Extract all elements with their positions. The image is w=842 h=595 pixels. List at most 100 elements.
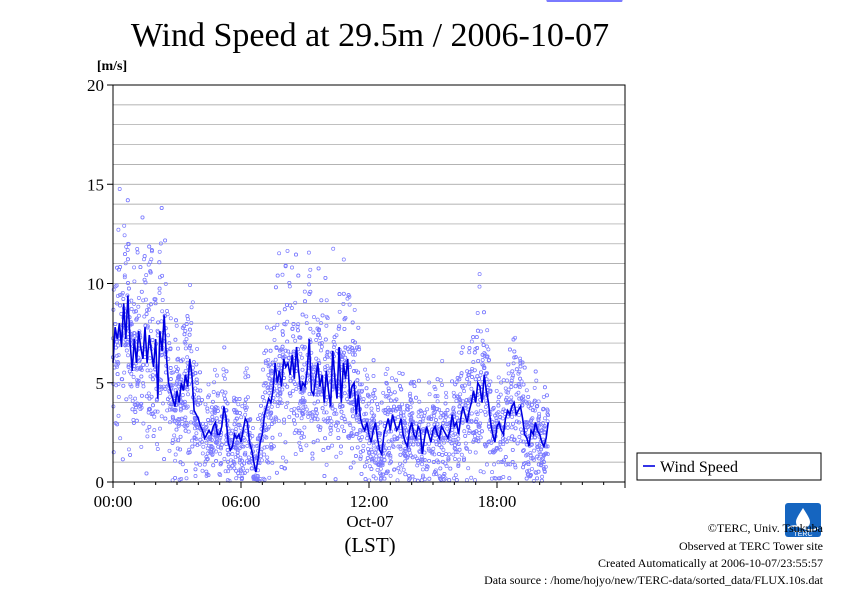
scatter-point [280, 332, 285, 337]
scatter-point [317, 428, 322, 432]
scatter-point [481, 343, 486, 347]
scatter-point [509, 399, 514, 404]
scatter-point [484, 354, 489, 359]
scatter-point [175, 446, 180, 451]
scatter-point [467, 382, 472, 387]
scatter-point [513, 463, 518, 468]
scatter-point [580, 0, 585, 2]
scatter-point [317, 341, 322, 346]
scatter-point [519, 439, 524, 444]
scatter-point [391, 444, 396, 449]
scatter-point [599, 0, 604, 2]
scatter-point [532, 448, 537, 453]
scatter-point [376, 407, 381, 412]
scatter-point [265, 455, 270, 460]
scatter-point [542, 467, 547, 472]
scatter-point [237, 397, 242, 401]
scatter-point [361, 443, 366, 448]
scatter-point [187, 450, 192, 455]
scatter-point [127, 369, 132, 374]
scatter-point [468, 449, 472, 454]
scatter-point [211, 463, 216, 468]
scatter-point [396, 444, 401, 449]
scatter-point [173, 337, 178, 342]
scatter-point [528, 473, 533, 478]
scatter-point [480, 338, 485, 343]
scatter-point [465, 369, 470, 374]
scatter-point [118, 303, 123, 308]
scatter-point [321, 417, 326, 422]
scatter-point [446, 457, 451, 462]
scatter-point [139, 374, 144, 379]
scatter-point [174, 318, 178, 323]
scatter-point [490, 470, 495, 475]
scatter-point [292, 411, 296, 416]
legend-box [636, 452, 822, 481]
scatter-point [160, 309, 165, 314]
scatter-point [348, 465, 353, 470]
scatter-point [233, 455, 238, 460]
scatter-point [232, 422, 237, 427]
scatter-point [504, 462, 509, 467]
scatter-point [212, 409, 217, 414]
scatter-point [144, 394, 149, 399]
scatter-point [205, 446, 210, 451]
scatter-point [165, 397, 170, 402]
scatter-point [389, 459, 393, 464]
scatter-point [427, 476, 432, 481]
scatter-point [300, 312, 305, 317]
scatter-point [515, 441, 520, 446]
scatter-point [472, 350, 477, 355]
scatter-point [168, 420, 172, 425]
scatter-point [304, 407, 309, 412]
scatter-point [510, 460, 515, 464]
scatter-point [528, 473, 533, 477]
scatter-point [222, 376, 227, 381]
scatter-point [141, 362, 146, 367]
scatter-point [144, 312, 149, 316]
scatter-point [294, 252, 298, 257]
scatter-point [501, 378, 506, 383]
scatter-point [469, 386, 474, 391]
scatter-point [434, 442, 439, 447]
scatter-point [275, 322, 280, 327]
scatter-point [442, 472, 447, 476]
scatter-point [514, 419, 519, 424]
scatter-point [469, 339, 474, 344]
scatter-point [138, 365, 143, 370]
scatter-point [505, 425, 510, 430]
scatter-point [242, 437, 247, 442]
scatter-point [438, 466, 443, 471]
scatter-point [269, 422, 274, 426]
scatter-point [592, 0, 596, 2]
scatter-point [141, 381, 146, 386]
scatter-point [432, 470, 437, 474]
scatter-point [302, 400, 307, 404]
scatter-point [259, 403, 263, 408]
scatter-point [277, 354, 282, 359]
scatter-point [360, 388, 365, 393]
scatter-point [451, 390, 456, 395]
scatter-point [486, 347, 491, 352]
scatter-point [297, 440, 302, 445]
scatter-point [392, 467, 397, 472]
scatter-point [261, 367, 266, 372]
scatter-point [356, 370, 361, 375]
scatter-point [521, 448, 526, 453]
scatter-point [287, 280, 292, 285]
scatter-point [531, 479, 536, 483]
scatter-point [480, 352, 485, 357]
scatter-point [345, 346, 350, 351]
scatter-point [145, 428, 150, 433]
scatter-point [341, 257, 346, 262]
scatter-point [169, 402, 174, 407]
scatter-point [362, 464, 367, 469]
scatter-point [350, 407, 355, 412]
scatter-point [464, 398, 469, 403]
scatter-point [209, 444, 214, 449]
scatter-point [538, 452, 543, 457]
scatter-point [336, 420, 341, 425]
scatter-point [477, 284, 482, 289]
scatter-point [366, 393, 371, 398]
scatter-point [193, 371, 198, 376]
